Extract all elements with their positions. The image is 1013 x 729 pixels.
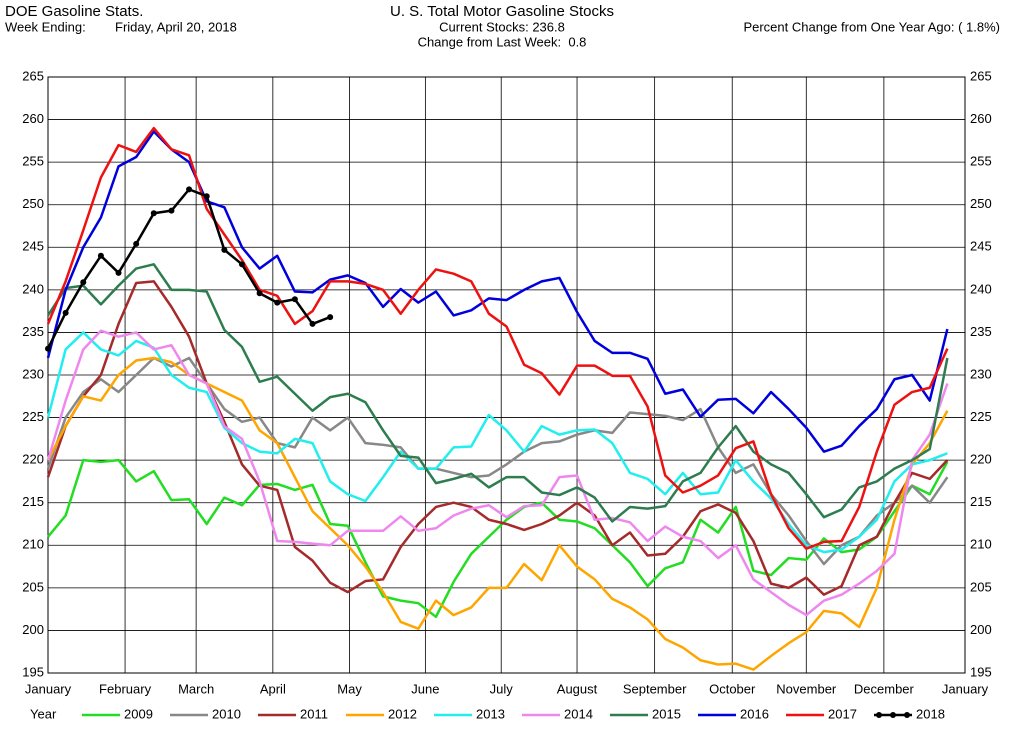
series-point: [115, 269, 122, 276]
y2-tick-label: 225: [970, 409, 992, 424]
legend-label: 2017: [828, 706, 857, 721]
series-line: [46, 263, 949, 523]
series-line: [46, 130, 949, 453]
y-tick-label: 200: [22, 622, 44, 637]
y-tick-label: 260: [22, 111, 44, 126]
y-tick-label: 255: [22, 154, 44, 169]
y2-tick-label: 200: [970, 622, 992, 637]
legend-label: 2009: [124, 706, 153, 721]
x-tick-label: October: [709, 681, 756, 696]
series-point: [327, 314, 334, 321]
x-tick-label: January: [25, 681, 72, 696]
series-line: [46, 356, 949, 566]
y2-tick-label: 195: [970, 664, 992, 679]
legend-marker: [890, 712, 896, 718]
legend-label: 2010: [212, 706, 241, 721]
y2-tick-label: 215: [970, 494, 992, 509]
series-point: [274, 299, 281, 306]
y-tick-label: 240: [22, 281, 44, 296]
legend-label: 2012: [388, 706, 417, 721]
x-tick-label: January: [942, 681, 989, 696]
y2-tick-label: 210: [970, 537, 992, 552]
series-line: [46, 280, 949, 596]
week-label: Week Ending:: [5, 19, 86, 34]
x-tick-label: September: [623, 681, 687, 696]
series-line: [46, 188, 331, 350]
legend-label: 2016: [740, 706, 769, 721]
y2-tick-label: 240: [970, 281, 992, 296]
legend-label: 2015: [652, 706, 681, 721]
y-tick-label: 225: [22, 409, 44, 424]
series-point: [97, 252, 104, 259]
x-tick-label: June: [411, 681, 439, 696]
y-tick-label: 215: [22, 494, 44, 509]
x-tick-label: August: [557, 681, 598, 696]
series-point: [256, 290, 263, 297]
series-point: [203, 193, 210, 200]
yearly-change: Percent Change from One Year Ago: ( 1.8%…: [743, 19, 1000, 34]
series-line: [46, 356, 949, 671]
x-tick-label: May: [337, 681, 362, 696]
series-point: [309, 320, 316, 327]
series-point: [45, 345, 51, 352]
y-tick-label: 220: [22, 452, 44, 467]
series-point: [221, 246, 228, 253]
y-tick-label: 195: [22, 664, 44, 679]
current-stocks: Current Stocks: 236.8: [439, 19, 565, 34]
series-point: [291, 296, 298, 303]
legend-label: 2013: [476, 706, 505, 721]
week-date: Friday, April 20, 2018: [115, 19, 237, 34]
x-tick-label: November: [776, 681, 837, 696]
y2-tick-label: 245: [970, 239, 992, 254]
y2-tick-label: 255: [970, 154, 992, 169]
series-point: [62, 309, 69, 316]
series-point: [238, 261, 245, 268]
series-point: [186, 186, 193, 193]
y2-tick-label: 265: [970, 68, 992, 83]
x-tick-label: March: [178, 681, 214, 696]
y2-tick-label: 250: [970, 196, 992, 211]
x-tick-label: February: [99, 681, 152, 696]
y-tick-label: 210: [22, 537, 44, 552]
legend-title: Year: [30, 706, 57, 721]
y-tick-label: 265: [22, 68, 44, 83]
y2-tick-label: 260: [970, 111, 992, 126]
y-tick-label: 205: [22, 579, 44, 594]
legend-label: 2014: [564, 706, 593, 721]
x-tick-label: December: [854, 681, 915, 696]
series-point: [150, 210, 157, 217]
series-point: [168, 207, 175, 214]
weekly-change: Change from Last Week: 0.8: [418, 34, 587, 49]
series-point: [133, 240, 140, 247]
x-tick-label: April: [260, 681, 286, 696]
series-line: [46, 331, 948, 554]
y-tick-label: 230: [22, 366, 44, 381]
legend-label: 2011: [300, 706, 328, 721]
y-tick-label: 245: [22, 239, 44, 254]
legend-marker: [876, 712, 882, 718]
series-line: [46, 329, 949, 617]
x-tick-label: July: [490, 681, 514, 696]
y2-tick-label: 205: [970, 579, 992, 594]
y2-tick-label: 235: [970, 324, 992, 339]
y-tick-label: 250: [22, 196, 44, 211]
chart-title: U. S. Total Motor Gasoline Stocks: [390, 3, 614, 20]
y-tick-label: 235: [22, 324, 44, 339]
series-point: [80, 279, 87, 286]
legend-label: 2018: [916, 706, 945, 721]
series-line: [47, 458, 949, 619]
legend-marker: [904, 712, 910, 718]
y2-tick-label: 220: [970, 452, 992, 467]
series-line: [46, 126, 949, 550]
source: DOE Gasoline Stats.: [5, 3, 143, 20]
y2-tick-label: 230: [970, 366, 992, 381]
